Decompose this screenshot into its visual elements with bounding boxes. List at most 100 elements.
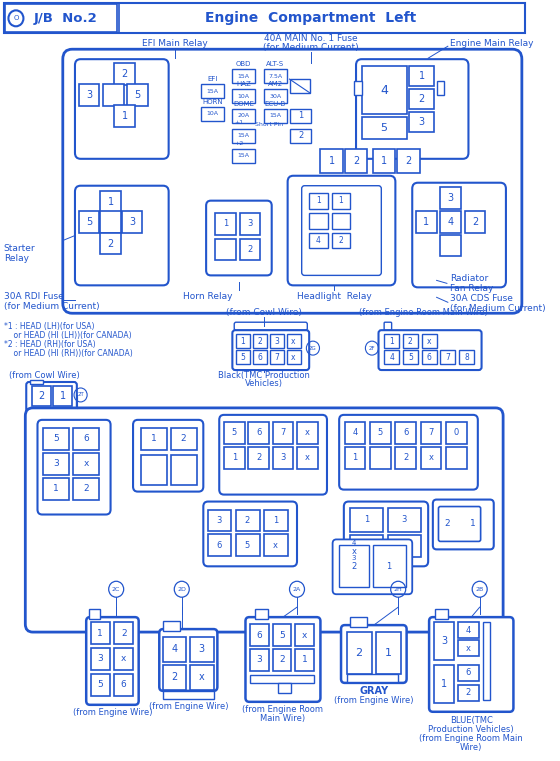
Text: 5: 5 bbox=[408, 352, 413, 361]
Text: (from Engine Room Main: (from Engine Room Main bbox=[419, 734, 523, 743]
Bar bbox=[236, 350, 250, 364]
Text: *2 : HEAD (RH)(for USA): *2 : HEAD (RH)(for USA) bbox=[4, 339, 95, 349]
Bar bbox=[163, 621, 180, 631]
Text: x: x bbox=[199, 672, 204, 682]
Bar bbox=[236, 534, 259, 556]
Bar bbox=[297, 422, 318, 444]
Bar bbox=[384, 334, 399, 348]
Text: Vehicles): Vehicles) bbox=[245, 380, 283, 388]
Text: 1: 1 bbox=[151, 435, 157, 444]
FancyBboxPatch shape bbox=[356, 59, 469, 159]
Bar bbox=[250, 675, 314, 683]
FancyBboxPatch shape bbox=[203, 501, 297, 566]
Bar bbox=[434, 665, 454, 703]
Text: *1 : HEAD (LH)(for USA): *1 : HEAD (LH)(for USA) bbox=[4, 322, 94, 331]
Text: 4: 4 bbox=[352, 428, 358, 438]
Bar bbox=[446, 422, 466, 444]
Text: 6: 6 bbox=[466, 668, 471, 677]
Text: 20A: 20A bbox=[237, 113, 250, 119]
Bar bbox=[422, 350, 437, 364]
Text: 3: 3 bbox=[198, 644, 204, 654]
Text: 2: 2 bbox=[405, 156, 412, 166]
Bar bbox=[232, 89, 255, 103]
Text: 1: 1 bbox=[418, 71, 424, 81]
Text: (from Engine Wire): (from Engine Wire) bbox=[148, 702, 228, 712]
Bar bbox=[440, 234, 461, 256]
Bar bbox=[202, 84, 224, 98]
Bar bbox=[437, 81, 444, 95]
Bar bbox=[128, 84, 148, 106]
Bar bbox=[114, 622, 133, 644]
Text: 4: 4 bbox=[389, 352, 394, 361]
Bar bbox=[4, 5, 117, 32]
Bar bbox=[273, 624, 291, 646]
Bar bbox=[171, 428, 197, 450]
Text: +2: +2 bbox=[234, 142, 244, 146]
Bar bbox=[248, 422, 269, 444]
Text: 2: 2 bbox=[108, 238, 114, 249]
FancyBboxPatch shape bbox=[133, 420, 203, 492]
Text: 2: 2 bbox=[171, 672, 178, 682]
Bar bbox=[208, 510, 231, 531]
Bar bbox=[440, 350, 455, 364]
Bar bbox=[273, 422, 293, 444]
Bar bbox=[465, 211, 486, 233]
Text: (from Engine Wire): (from Engine Wire) bbox=[73, 708, 152, 718]
Bar bbox=[91, 622, 110, 644]
FancyBboxPatch shape bbox=[339, 415, 478, 489]
Text: 30A CDS Fuse: 30A CDS Fuse bbox=[450, 294, 512, 303]
Bar bbox=[287, 334, 301, 348]
Bar bbox=[79, 84, 99, 106]
Text: 1: 1 bbox=[298, 111, 304, 120]
Text: 7.5A: 7.5A bbox=[268, 74, 282, 78]
Bar bbox=[309, 233, 328, 249]
Bar bbox=[370, 447, 391, 469]
Text: 5: 5 bbox=[232, 428, 237, 438]
Text: 5: 5 bbox=[53, 435, 59, 444]
Text: 30A RDI Fuse: 30A RDI Fuse bbox=[4, 291, 63, 301]
Bar bbox=[376, 632, 401, 674]
Text: 1: 1 bbox=[316, 196, 321, 205]
Text: 3: 3 bbox=[441, 636, 447, 646]
Text: 5: 5 bbox=[245, 541, 250, 550]
Text: 3: 3 bbox=[352, 556, 356, 562]
Bar bbox=[4, 3, 525, 33]
FancyBboxPatch shape bbox=[245, 617, 320, 702]
Bar bbox=[384, 350, 399, 364]
FancyBboxPatch shape bbox=[438, 507, 480, 541]
Bar bbox=[73, 478, 99, 499]
FancyBboxPatch shape bbox=[384, 322, 391, 330]
Text: 3: 3 bbox=[256, 655, 263, 664]
Text: OBD: OBD bbox=[236, 61, 251, 67]
Bar bbox=[320, 149, 343, 173]
Text: x: x bbox=[305, 428, 310, 438]
FancyBboxPatch shape bbox=[344, 501, 428, 566]
Bar bbox=[253, 350, 267, 364]
Bar bbox=[240, 212, 260, 234]
Bar bbox=[345, 447, 365, 469]
Text: BLUE(TMC: BLUE(TMC bbox=[450, 716, 493, 725]
Text: 2C: 2C bbox=[112, 587, 120, 592]
Text: 6: 6 bbox=[427, 352, 432, 361]
Text: (from Engine Wire): (from Engine Wire) bbox=[334, 696, 414, 705]
Bar bbox=[435, 609, 448, 619]
Text: Relay: Relay bbox=[4, 254, 29, 263]
Text: x: x bbox=[466, 644, 471, 652]
Bar bbox=[422, 334, 437, 348]
FancyBboxPatch shape bbox=[159, 629, 217, 691]
Text: 2: 2 bbox=[279, 655, 285, 664]
Bar bbox=[370, 422, 391, 444]
Bar bbox=[216, 238, 236, 260]
Text: 1: 1 bbox=[273, 516, 278, 525]
Text: 2: 2 bbox=[181, 435, 186, 444]
Bar bbox=[53, 386, 72, 406]
Bar bbox=[255, 609, 268, 619]
Text: 1: 1 bbox=[386, 562, 391, 571]
Bar bbox=[440, 211, 461, 233]
Text: 1: 1 bbox=[389, 336, 394, 345]
Text: ECU-B: ECU-B bbox=[265, 101, 286, 107]
Bar bbox=[483, 622, 490, 700]
Text: Black(TMC Production: Black(TMC Production bbox=[218, 371, 310, 380]
Bar bbox=[297, 447, 318, 469]
Bar bbox=[236, 334, 250, 348]
